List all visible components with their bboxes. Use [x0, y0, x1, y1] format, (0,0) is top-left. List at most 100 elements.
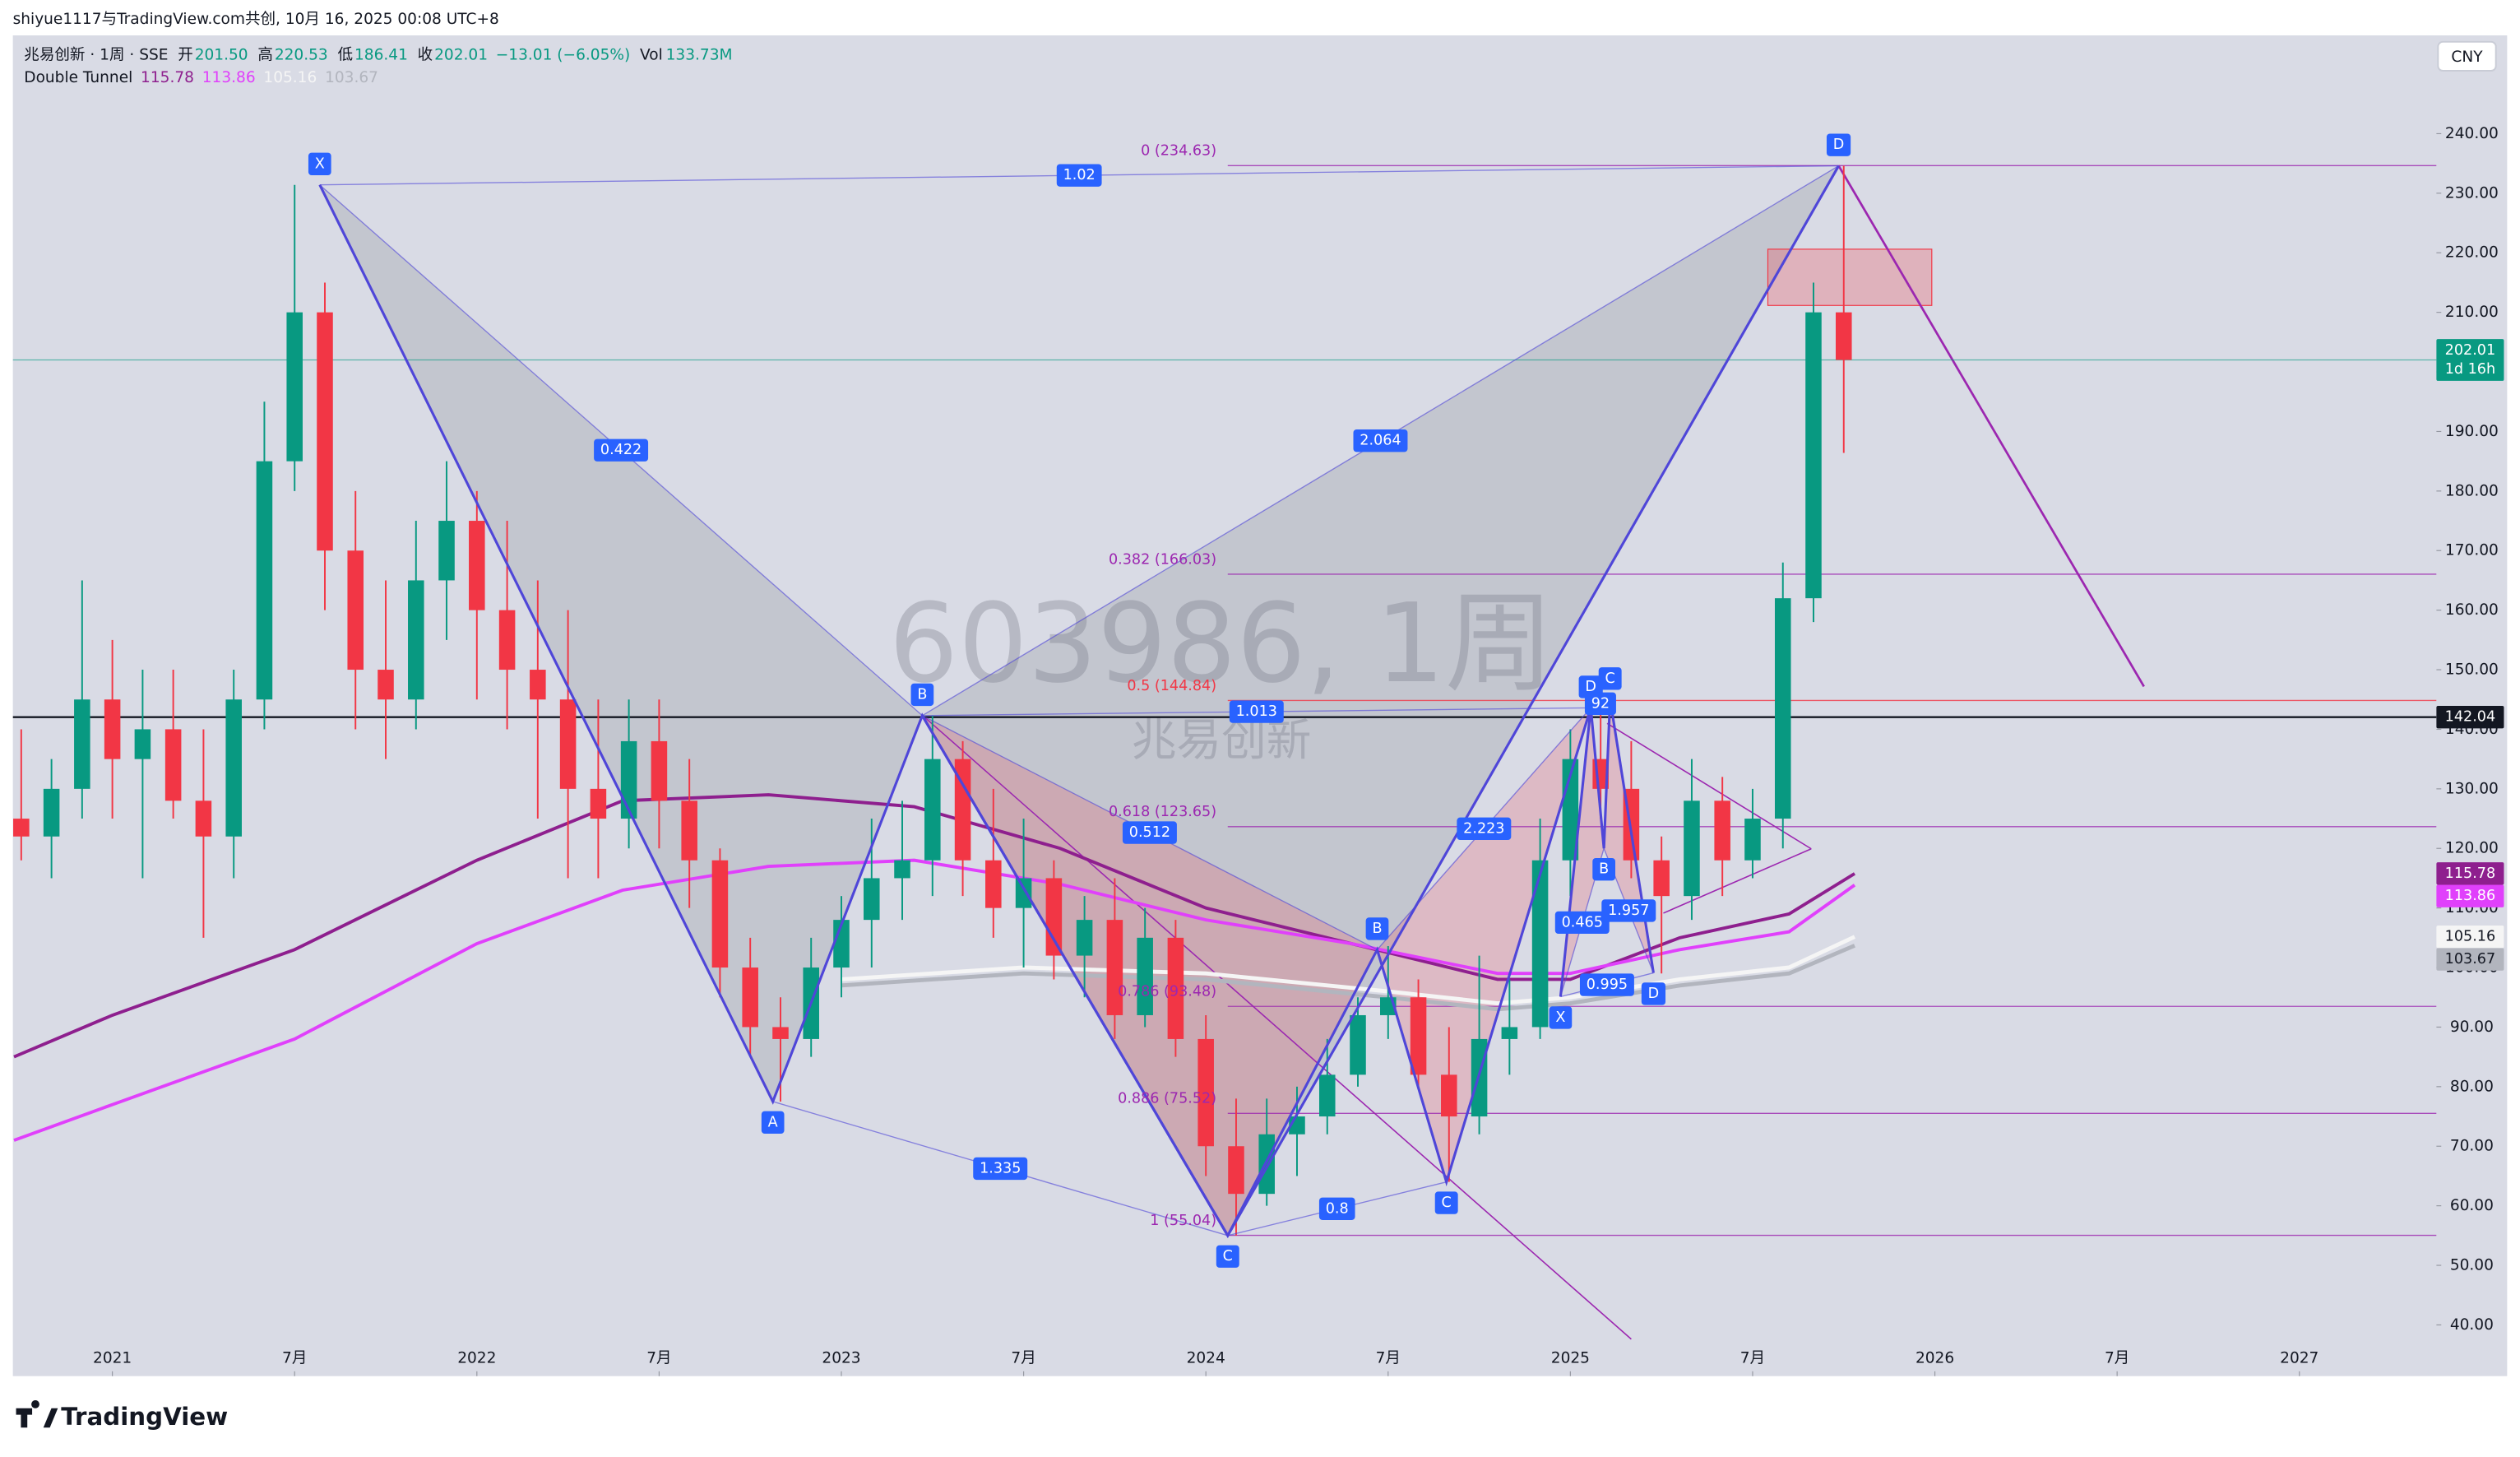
- candle-body: [1805, 312, 1822, 599]
- candle-body: [1137, 937, 1153, 1015]
- point-label-box: [308, 152, 331, 175]
- candle-body: [256, 461, 273, 700]
- y-tick-label: 50.00: [2450, 1257, 2494, 1274]
- x-tick-label: 7月: [282, 1350, 307, 1367]
- point-label-box: [1216, 1245, 1239, 1268]
- candle-body: [1684, 800, 1700, 897]
- candle-body: [1653, 860, 1670, 897]
- candle-body: [711, 860, 729, 968]
- ratio-label-text: 1.335: [980, 1160, 1021, 1176]
- y-tick-label: 240.00: [2445, 125, 2499, 142]
- price-badge: 105.16: [2436, 926, 2504, 949]
- ratio-label-box: [973, 1157, 1028, 1181]
- fib-label: 0.886 (75.52): [1118, 1091, 1216, 1107]
- x-tick-label: 2023: [822, 1350, 860, 1367]
- watermark: 603986, 1周: [889, 581, 1554, 708]
- price-badge-value: 103.67: [2445, 951, 2496, 967]
- x-tick-label: 2025: [1551, 1350, 1590, 1367]
- point-label-box: [761, 1111, 785, 1135]
- point-label-box: [1434, 1191, 1458, 1214]
- point-label: D: [1641, 982, 1666, 1005]
- y-tick-label: 190.00: [2445, 423, 2499, 440]
- ratio-label-text: 1.02: [1063, 167, 1096, 183]
- ratio-label: 0.995: [1579, 973, 1634, 996]
- candle-body: [1015, 878, 1032, 908]
- ratio-label-box: [594, 438, 649, 462]
- legend-indicator: Double Tunnel 115.78 113.86 105.16 103.67: [24, 68, 378, 86]
- candle-body: [681, 800, 697, 861]
- candle-body: [1197, 1038, 1214, 1147]
- ohlc-label: 收: [418, 46, 433, 63]
- point-label-text: D: [1833, 137, 1845, 153]
- candle-body: [1167, 937, 1184, 1039]
- ohlc-value: 202.01: [434, 46, 488, 63]
- ratio-label-box: [1318, 1197, 1355, 1220]
- candle-body: [134, 729, 151, 759]
- candle-body: [1228, 1146, 1244, 1195]
- ohlc-value: 186.41: [354, 46, 408, 63]
- x-tick-label: 7月: [1011, 1350, 1035, 1367]
- point-label: A: [761, 1111, 785, 1135]
- currency[interactable]: CNY: [2451, 49, 2483, 66]
- point-label-text: D: [1585, 679, 1596, 695]
- ohlc-label: 开: [178, 46, 193, 63]
- ohlc-value: 201.50: [195, 46, 248, 63]
- projection-line: [1837, 165, 2145, 688]
- y-tick-label: 40.00: [2450, 1316, 2494, 1334]
- candle-body: [620, 740, 637, 819]
- ratio-label-text: 0.422: [600, 442, 642, 458]
- drawings: [12, 165, 2437, 1340]
- ratio-label-box: [1554, 911, 1610, 935]
- ratio-label: 2.064: [1353, 429, 1408, 452]
- ratio-label: 0.512: [1122, 821, 1177, 844]
- currency-box[interactable]: [2437, 40, 2497, 72]
- currency-button[interactable]: CNY: [2437, 40, 2497, 72]
- y-tick-label: 170.00: [2445, 542, 2499, 559]
- ohlc-label: 低: [337, 46, 353, 63]
- point-label: C: [1434, 1191, 1458, 1214]
- pattern-legs: [1559, 699, 1655, 997]
- point-label: X: [308, 152, 331, 175]
- candle-body: [894, 860, 910, 879]
- y-tick-label: 60.00: [2450, 1197, 2494, 1214]
- ohlc-label: 高: [257, 46, 273, 63]
- ratio-label-box: [1579, 973, 1634, 996]
- point-label-text: B: [1599, 861, 1609, 878]
- ratio-label-box: [1229, 700, 1284, 723]
- y-tick-label: 70.00: [2450, 1138, 2494, 1155]
- x-tick-label: 2024: [1187, 1350, 1225, 1367]
- ratio-label-text: 1.013: [1236, 703, 1277, 720]
- point-label-text: C: [1605, 670, 1615, 687]
- ratio-label-box: [1601, 899, 1656, 922]
- y-tick-label: 160.00: [2445, 601, 2499, 619]
- price-badge: 202.01 1d 16h: [2436, 339, 2504, 381]
- point-label-text: X: [1555, 1009, 1565, 1026]
- ratio-label-text: 2.223: [1463, 820, 1504, 837]
- price-badge-box: [2436, 862, 2504, 885]
- candle-body: [530, 670, 546, 700]
- x-tick-label: 7月: [2105, 1350, 2129, 1367]
- candle-body: [1106, 920, 1123, 1015]
- price-badge-countdown: 1d 16h: [2445, 361, 2495, 378]
- ratio-label: 92: [1584, 692, 1616, 715]
- price-badge-value: 115.78: [2445, 865, 2496, 882]
- pattern-fill: [319, 184, 923, 1102]
- legend-main: 兆易创新 · 1周 · SSE 开 201.50 高 220.53 低 186.41 收 202…: [24, 46, 732, 63]
- candle-body: [590, 788, 607, 819]
- point-label-box: [1549, 1006, 1573, 1029]
- price-badge: 113.86: [2436, 884, 2504, 907]
- point-label-text: C: [1223, 1248, 1233, 1264]
- candle-body: [985, 860, 1002, 908]
- price-badge-value: 202.01: [2445, 342, 2496, 359]
- candle-body: [43, 788, 60, 837]
- symbol: 兆易创新 · 1周 · SSE: [24, 46, 168, 63]
- point-label-box: [910, 683, 934, 707]
- candle-body: [1744, 819, 1761, 861]
- fib-label: 0.618 (123.65): [1109, 804, 1216, 820]
- candle-body: [13, 819, 30, 837]
- candle-body: [498, 610, 516, 670]
- pattern-legs: [921, 707, 1592, 1239]
- point-label: X: [1549, 1006, 1573, 1029]
- candle-body: [559, 699, 577, 789]
